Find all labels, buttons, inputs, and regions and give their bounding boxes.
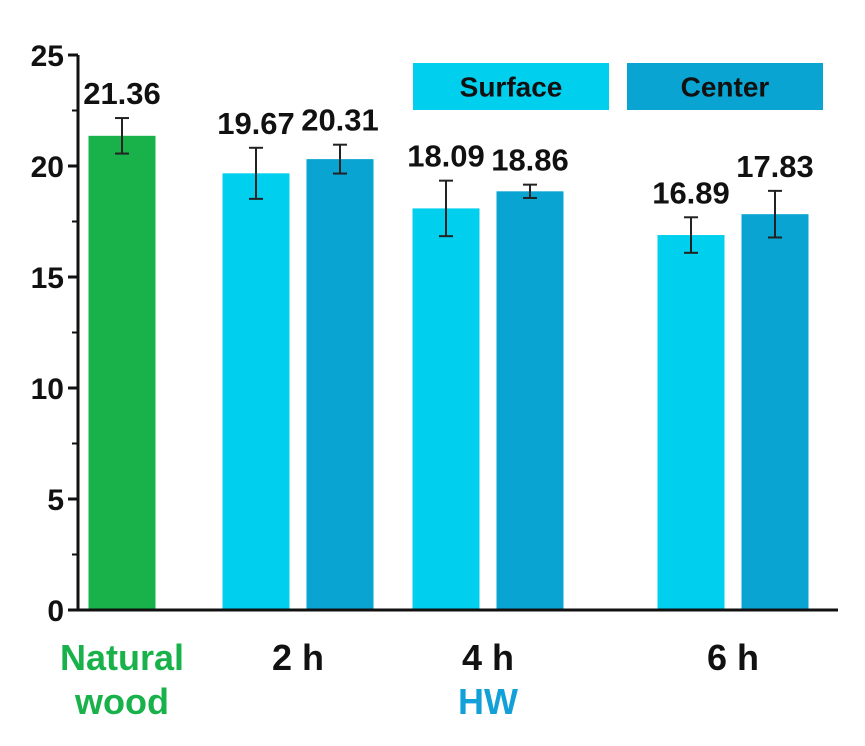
- error-bar: [684, 216, 698, 254]
- value-label: 20.31: [301, 103, 379, 138]
- bar-center: [496, 191, 564, 611]
- error-bar: [249, 146, 263, 200]
- legend-label-center: Center: [681, 72, 770, 103]
- error-bar: [115, 117, 129, 155]
- y-tick-label: 0: [47, 595, 64, 628]
- bar-center: [741, 214, 809, 610]
- error-bar: [439, 179, 453, 238]
- y-tick-label: 15: [31, 262, 64, 295]
- error-bar: [768, 189, 782, 239]
- value-label: 21.36: [83, 76, 161, 111]
- value-label: 17.83: [736, 149, 814, 184]
- bar-center: [306, 159, 374, 611]
- value-label: 18.86: [491, 143, 569, 178]
- value-label: 16.89: [652, 175, 730, 210]
- group-caption: HW: [458, 681, 518, 722]
- legend-label-surface: Surface: [460, 72, 563, 103]
- legend-swatch-center: [627, 63, 823, 110]
- x-category-label: 4 h: [462, 637, 514, 678]
- y-ticks: 0 5 10 15 20 25: [31, 40, 78, 628]
- x-category-label: Natural: [60, 637, 184, 678]
- y-tick-label: 25: [31, 40, 64, 73]
- legend-swatch-surface: [413, 63, 609, 110]
- x-category-label: 2 h: [272, 637, 324, 678]
- error-bar: [333, 143, 347, 175]
- y-tick-label: 20: [31, 151, 64, 184]
- value-label: 18.09: [407, 139, 485, 174]
- x-category-label-line2: wood: [74, 681, 169, 722]
- bar-surface: [657, 235, 725, 611]
- x-category-label: 6 h: [707, 637, 759, 678]
- legend: Surface Center: [413, 63, 823, 110]
- y-tick-label: 5: [47, 484, 64, 517]
- error-bar: [523, 183, 537, 199]
- bar-surface: [412, 208, 480, 611]
- value-label: 19.67: [217, 106, 295, 141]
- bar-natural-wood: [88, 135, 156, 611]
- bar-surface: [222, 173, 290, 611]
- y-tick-label: 10: [31, 373, 64, 406]
